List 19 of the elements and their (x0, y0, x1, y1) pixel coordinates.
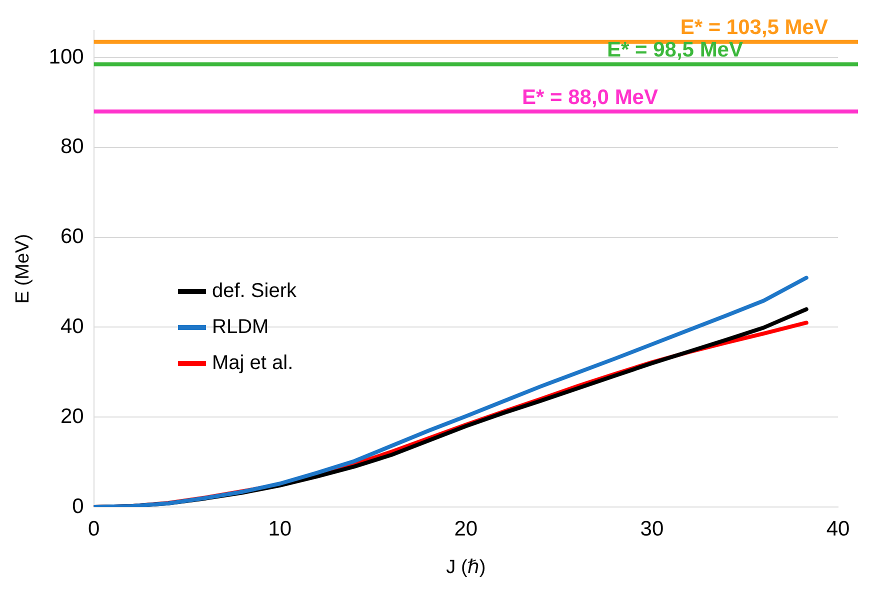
y-tick-label: 80 (60, 135, 84, 158)
x-axis-title: J (ℏ) (446, 556, 486, 578)
legend-label: RLDM (212, 316, 269, 338)
legend-label: Maj et al. (212, 352, 294, 374)
y-tick-label: 20 (60, 404, 84, 428)
ref-line-label: E* = 88,0 MeV (522, 86, 658, 109)
x-tick-label: 20 (454, 517, 478, 540)
y-tick-label: 60 (60, 225, 84, 248)
ref-line-label: E* = 98,5 MeV (607, 38, 743, 62)
y-tick-label: 100 (48, 45, 84, 68)
y-tick-label: 40 (60, 315, 84, 338)
ref-line-label: E* = 103,5 MeV (680, 16, 828, 40)
y-tick-label: 0 (72, 494, 84, 518)
legend-label: def. Sierk (212, 280, 296, 302)
y-axis-title: E (MeV) (12, 234, 34, 304)
x-tick-label: 10 (268, 517, 292, 540)
x-tick-label: 40 (826, 517, 850, 540)
x-tick-label: 30 (640, 517, 664, 540)
x-tick-label: 0 (88, 517, 100, 540)
